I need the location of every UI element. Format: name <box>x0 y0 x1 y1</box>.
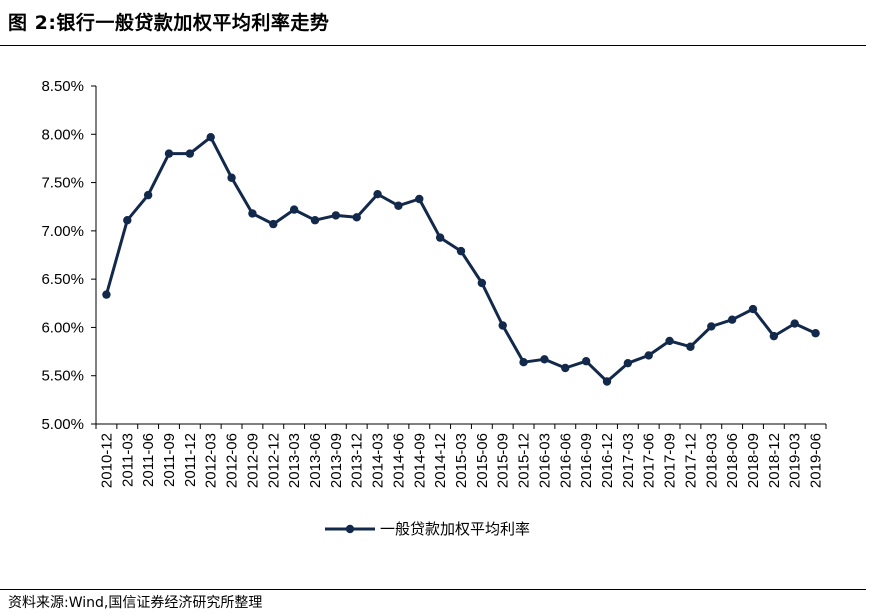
data-point <box>581 357 591 366</box>
data-point <box>477 278 487 288</box>
x-tick-label: 2019-06 <box>808 433 825 488</box>
x-tick-label: 2018-03 <box>703 433 720 488</box>
legend-swatch-marker <box>345 524 355 534</box>
x-tick-label: 2011-12 <box>182 433 199 487</box>
x-tick-label: 2019-03 <box>787 433 804 488</box>
data-point <box>415 194 424 204</box>
x-tick-label: 2014-12 <box>432 433 449 488</box>
x-tick-label: 2012-12 <box>265 433 282 488</box>
x-tick-label: 2015-09 <box>495 433 512 488</box>
data-point <box>102 290 111 299</box>
x-tick-label: 2016-12 <box>599 433 616 488</box>
x-tick-label: 2013-09 <box>328 433 345 488</box>
data-point <box>164 149 174 158</box>
plot-area <box>102 132 820 386</box>
data-point <box>540 355 549 364</box>
x-tick-label: 2016-03 <box>536 433 553 488</box>
y-tick-label: 5.00% <box>41 416 84 433</box>
source-note: 资料来源:Wind,国信证券经济研究所整理 <box>8 595 263 611</box>
x-tick-label: 2011-09 <box>161 433 178 487</box>
data-point <box>394 201 403 210</box>
data-point <box>227 173 236 182</box>
data-point <box>790 319 799 328</box>
legend: 一般贷款加权平均利率 <box>325 520 530 538</box>
x-tick-label: 2014-03 <box>370 433 387 488</box>
x-tick-label: 2014-06 <box>390 433 407 488</box>
x-tick-label: 2018-12 <box>766 433 783 488</box>
y-tick-label: 8.00% <box>41 126 84 143</box>
figure-title: 图 2:银行一般贷款加权平均利率走势 <box>8 12 330 34</box>
x-tick-label: 2017-03 <box>620 433 637 488</box>
y-tick-label: 6.00% <box>41 319 84 336</box>
y-tick-label: 7.00% <box>41 223 84 240</box>
x-tick-label: 2014-09 <box>411 433 428 488</box>
data-point <box>185 149 195 158</box>
data-point <box>269 219 278 229</box>
x-tick-label: 2015-06 <box>474 433 491 488</box>
y-tick-label: 8.50% <box>41 78 84 95</box>
x-tick-label: 2018-09 <box>745 433 762 488</box>
data-point <box>435 233 445 242</box>
x-tick-label: 2015-12 <box>516 433 533 488</box>
x-tick-label: 2011-06 <box>140 433 157 487</box>
data-point <box>289 205 299 214</box>
data-point <box>665 336 674 346</box>
data-point <box>310 216 320 225</box>
data-point <box>331 211 341 220</box>
line-chart: 5.00% 5.50% 6.00% 6.50% 7.00% 7.50% 8.00% 8.50%… <box>41 78 827 538</box>
x-tick-label: 2016-06 <box>557 433 574 488</box>
x-axis: 2010-12 2011-03 2011-06 2011-09 2011-12 2012-… <box>95 423 827 488</box>
data-point <box>686 342 695 351</box>
data-point <box>811 329 820 338</box>
data-point <box>123 216 132 225</box>
data-point <box>644 351 653 360</box>
data-point <box>769 331 779 341</box>
bottom-rule <box>0 589 866 590</box>
y-tick-label: 5.50% <box>41 368 84 385</box>
data-point <box>519 357 528 367</box>
x-tick-label: 2012-06 <box>224 433 241 488</box>
x-tick-label: 2018-06 <box>724 433 741 488</box>
y-tick-label: 7.50% <box>41 175 84 192</box>
y-axis: 5.00% 5.50% 6.00% 6.50% 7.00% 7.50% 8.00% 8.50% <box>41 78 97 433</box>
data-point <box>561 363 570 373</box>
x-tick-label: 2013-03 <box>286 433 303 488</box>
x-tick-label: 2012-03 <box>203 433 220 488</box>
y-tick-label: 6.50% <box>41 271 84 288</box>
data-point <box>373 189 382 199</box>
legend-label: 一般贷款加权平均利率 <box>380 520 530 538</box>
x-tick-label: 2016-09 <box>578 433 595 488</box>
series-line <box>104 135 817 383</box>
data-point <box>498 321 507 330</box>
x-tick-label: 2017-12 <box>682 433 699 488</box>
x-tick-label: 2017-06 <box>641 433 658 488</box>
data-point <box>748 304 758 314</box>
data-point <box>143 190 153 200</box>
data-point <box>206 132 215 142</box>
data-point <box>602 377 612 386</box>
x-tick-label: 2013-12 <box>349 433 366 488</box>
x-tick-label: 2010-12 <box>98 433 115 488</box>
data-point <box>707 322 716 331</box>
x-tick-label: 2015-03 <box>453 433 470 488</box>
data-point <box>352 213 361 222</box>
x-tick-label: 2013-06 <box>307 433 324 488</box>
data-point <box>456 246 466 256</box>
data-point <box>248 209 257 218</box>
data-point <box>727 315 737 324</box>
data-point <box>623 358 633 368</box>
x-tick-label: 2017-09 <box>662 433 679 488</box>
x-tick-label: 2012-09 <box>244 433 261 488</box>
top-rule <box>0 45 866 46</box>
x-tick-label: 2011-03 <box>119 433 136 487</box>
